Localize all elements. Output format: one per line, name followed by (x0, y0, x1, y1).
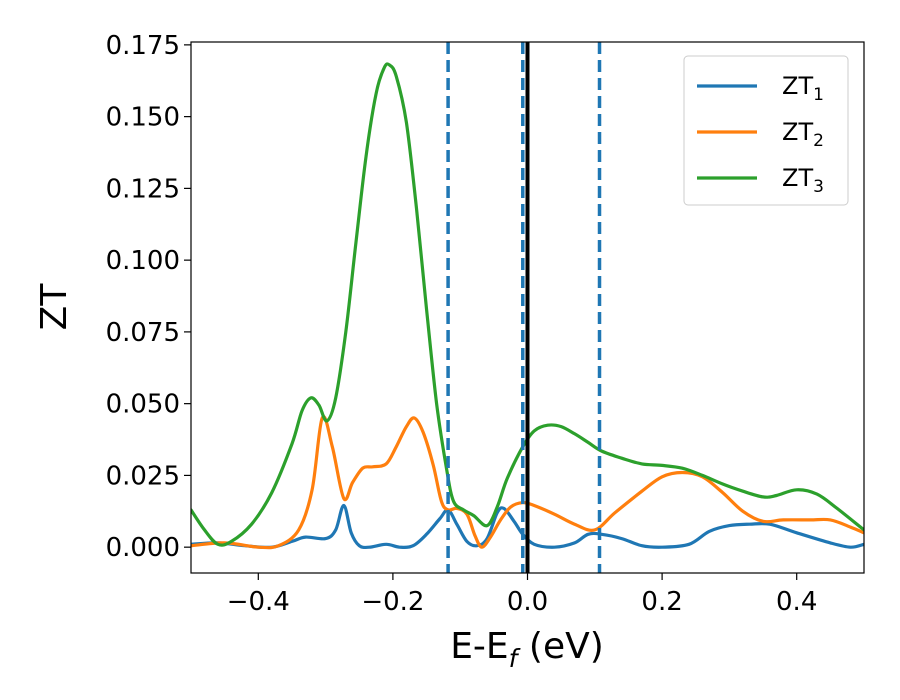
x-tick-label: 0.4 (776, 587, 817, 617)
legend-frame (683, 55, 849, 206)
x-axis: −0.4 −0.2 0.0 0.2 0.4 (227, 573, 817, 617)
y-axis: 0.000 0.025 0.050 0.075 0.100 0.125 0.150 0.175 (106, 31, 191, 563)
legend-label-zt3: ZT3 (782, 164, 824, 197)
series-line-zt3 (191, 62, 864, 547)
y-tick-label: 0.050 (106, 390, 180, 420)
y-axis-title: ZT (34, 283, 75, 331)
x-axis-title: E-Ef (eV) (450, 626, 604, 673)
x-tick-label: −0.4 (227, 587, 290, 617)
legend: ZT1 ZT2 ZT3 (683, 55, 849, 206)
y-tick-label: 0.175 (106, 31, 180, 61)
series-line-zt1 (191, 503, 864, 550)
legend-label-zt1: ZT1 (782, 72, 824, 105)
legend-label-zt2: ZT2 (782, 118, 824, 151)
x-tick-label: 0.0 (507, 587, 548, 617)
y-tick-label: 0.150 (106, 103, 180, 133)
y-tick-label: 0.000 (106, 533, 180, 563)
y-tick-label: 0.125 (106, 174, 180, 204)
y-tick-label: 0.100 (106, 246, 180, 276)
x-tick-label: 0.2 (641, 587, 682, 617)
series-line-zt2 (191, 415, 864, 550)
plot-area (191, 42, 864, 573)
y-tick-label: 0.075 (106, 318, 180, 348)
y-tick-label: 0.025 (106, 461, 180, 491)
x-tick-label: −0.2 (361, 587, 424, 617)
